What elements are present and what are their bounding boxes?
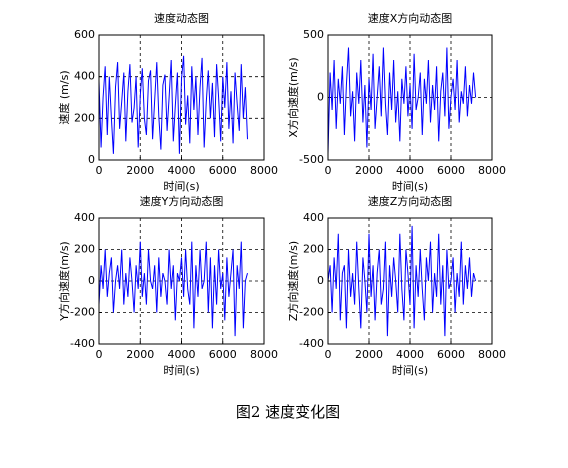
x-tick-label: 8000 [250,348,278,361]
x-tick-label: 8000 [250,164,278,177]
x-tick-label: 2000 [355,348,383,361]
x-tick-label: 8000 [478,348,506,361]
chart-title: 速度Y方向动态图 [140,194,224,208]
y-tick-label: 200 [303,243,324,256]
x-tick-label: 2000 [126,348,154,361]
x-tick-label: 6000 [437,164,465,177]
series-line [327,47,477,154]
x-axis-label: 时间(s) [392,180,428,193]
x-tick-label: 0 [325,164,332,177]
y-axis-label: Y方向速度(m/s) [57,241,71,321]
axes-box [98,34,265,161]
x-axis-label: 时间(s) [163,180,199,193]
y-tick-label: 400 [74,70,95,83]
axes-box [98,217,265,345]
x-tick-label: 4000 [168,164,196,177]
chart-title: 速度Z方向动态图 [368,194,453,208]
chart-title: 速度X方向动态图 [368,11,453,25]
y-tick-label: 0 [88,153,95,166]
y-tick-label: 0 [88,274,95,287]
x-tick-label: 4000 [396,164,424,177]
x-axis-label: 时间(s) [392,364,428,377]
x-tick-label: 6000 [209,348,237,361]
x-tick-label: 2000 [126,164,154,177]
x-tick-label: 2000 [355,164,383,177]
y-tick-label: 400 [303,211,324,224]
y-tick-label: 500 [303,28,324,41]
y-tick-label: 0 [317,274,324,287]
x-tick-label: 6000 [437,348,465,361]
y-tick-label: -400 [70,337,95,350]
x-tick-label: 0 [325,348,332,361]
x-axis-label: 时间(s) [163,364,199,377]
x-tick-label: 0 [96,164,103,177]
y-tick-label: 0 [317,91,324,104]
y-tick-label: 600 [74,28,95,41]
x-tick-label: 8000 [478,164,506,177]
y-axis-label: X方向速度(m/s) [286,57,300,137]
series-line [98,241,248,337]
y-tick-label: 200 [74,111,95,124]
y-axis-label: 速度 (m/s) [57,70,71,124]
x-tick-label: 0 [96,348,103,361]
y-axis-label: Z方向速度(m/s) [286,241,300,321]
caption: 图2 速度变化图 [236,403,340,421]
y-tick-label: -200 [70,306,95,319]
y-tick-label: -200 [299,306,324,319]
series-line [327,225,477,337]
series-line [98,55,248,154]
x-tick-label: 6000 [209,164,237,177]
axes-box [327,34,493,161]
x-tick-label: 4000 [396,348,424,361]
chart-title: 速度动态图 [154,11,209,25]
y-tick-label: -400 [299,337,324,350]
x-tick-label: 4000 [168,348,196,361]
y-tick-label: 200 [74,243,95,256]
axes-box [327,217,493,345]
y-tick-label: -500 [299,153,324,166]
y-tick-label: 400 [74,211,95,224]
